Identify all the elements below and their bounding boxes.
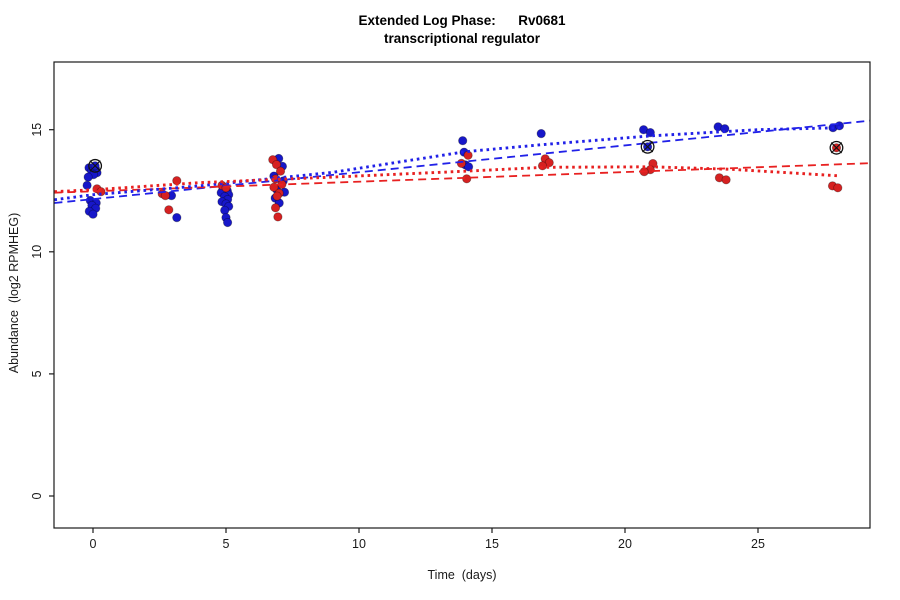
data-point-red: [462, 174, 472, 184]
data-point-blue: [83, 172, 93, 182]
circle-x-marker: [88, 158, 103, 173]
circle-x-marker-diagonal: [89, 160, 101, 172]
x-axis-label: Time (days): [427, 568, 497, 582]
y-axis-tick-label: 10: [30, 245, 44, 259]
plot-border: [53, 61, 871, 529]
data-point-blue: [82, 180, 92, 190]
data-point-blue: [463, 162, 474, 172]
data-point-red: [270, 203, 281, 213]
circle-x-marker-diagonal: [830, 142, 843, 154]
data-point-blue: [88, 209, 98, 219]
data-point-red: [721, 175, 731, 185]
data-point-red: [833, 183, 843, 193]
data-point-red: [271, 160, 282, 170]
data-point-blue: [223, 217, 233, 228]
circle-x-marker: [829, 140, 844, 155]
x-axis-tick-label: 10: [352, 537, 366, 551]
data-point-blue: [172, 213, 182, 223]
data-point-red: [275, 166, 286, 176]
y-axis-label: Abundance (log2 RPMHEG): [7, 212, 21, 374]
chart-title: Extended Log Phase: Rv0681: [358, 13, 566, 28]
y-axis-tick-label: 5: [30, 370, 44, 377]
chart-subtitle: transcriptional regulator: [383, 31, 541, 46]
circle-x-marker-diagonal: [642, 141, 654, 153]
x-axis-tick-label: 5: [223, 537, 230, 551]
x-axis-tick-label: 15: [485, 537, 499, 551]
y-axis-tick-label: 0: [30, 492, 44, 499]
blue-linear-fit-line: [54, 119, 870, 204]
circle-x-marker: [640, 139, 655, 154]
y-axis-tick-label: 15: [30, 123, 44, 137]
data-point-blue: [458, 136, 468, 146]
data-point-red: [164, 205, 174, 215]
data-point-red: [273, 212, 283, 222]
x-axis-tick-label: 0: [90, 537, 97, 551]
data-point-red: [456, 158, 466, 168]
red-smooth-fit-line: [54, 165, 841, 194]
data-point-blue: [536, 129, 546, 139]
data-point-red: [272, 191, 282, 201]
x-axis-tick-label: 25: [751, 537, 765, 551]
x-axis-tick-label: 20: [618, 537, 632, 551]
